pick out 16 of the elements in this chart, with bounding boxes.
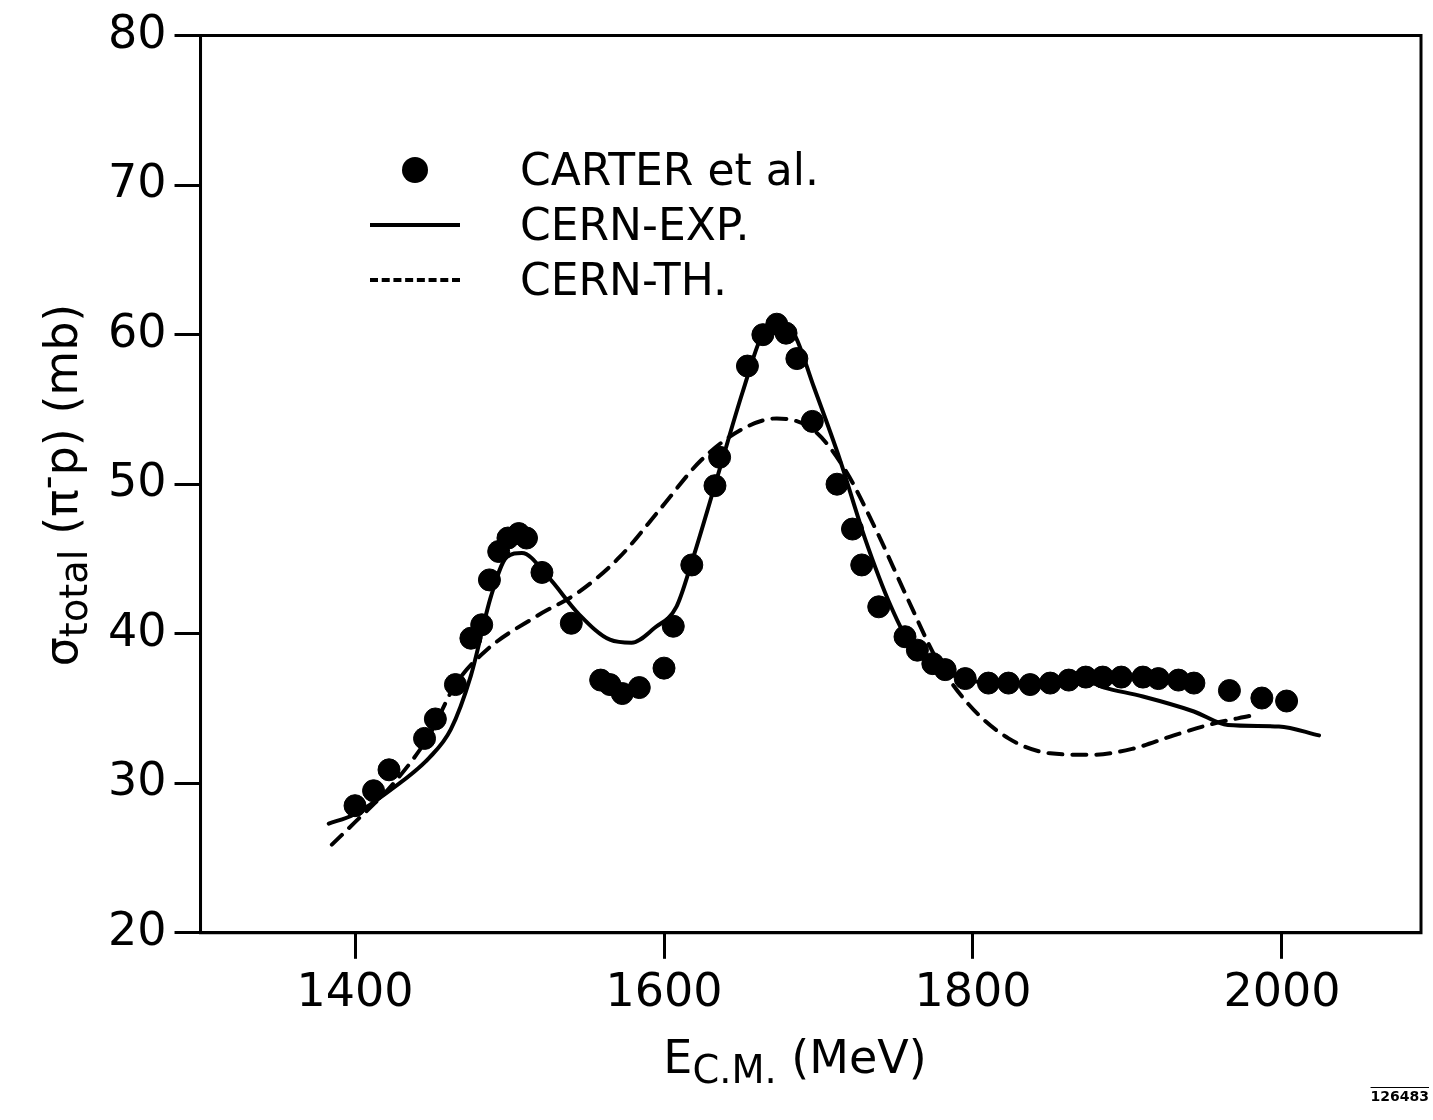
x-tick-label: 1800 [914,963,1032,1018]
x-tick-label: 2000 [1223,963,1341,1018]
x-axis-title: E$_{C.M.}$ (MeV) [663,1030,927,1093]
x-tick-label: 1600 [605,963,723,1018]
legend-label: CERN-EXP. [520,199,750,250]
y-tick-label: 60 [107,303,167,358]
text: 126483 [1370,1088,1429,1104]
x-tick-label: 1400 [296,963,414,1018]
legend-label: CARTER et al. [520,144,819,195]
legend-label: CERN-TH. [520,254,728,305]
y-tick-label: 50 [107,453,167,508]
y-tick-label: 80 [107,4,167,59]
y-tick-label: 40 [107,602,167,657]
y-tick-label: 20 [107,901,167,956]
y-tick-label: 30 [107,752,167,807]
y-tick-label: 70 [107,154,167,209]
